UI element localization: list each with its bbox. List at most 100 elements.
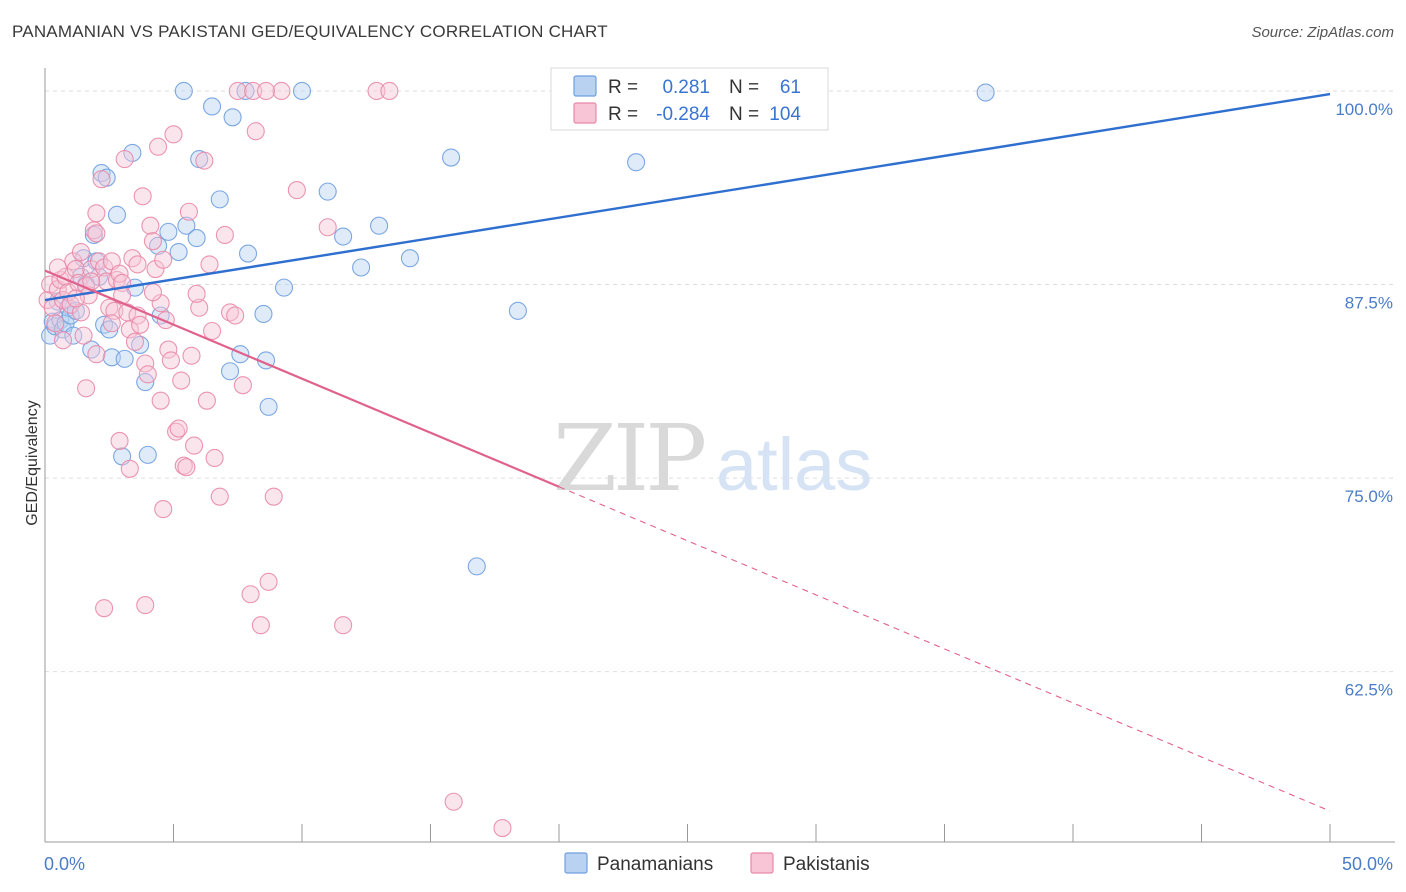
legend-r-label-1: R = <box>608 77 638 98</box>
pakistani-point <box>161 351 180 370</box>
data-points <box>38 81 995 838</box>
legend-r-value-2: -0.284 <box>656 104 710 125</box>
legend-item-panamanians-swatch[interactable] <box>564 852 588 874</box>
panamanian-point <box>131 335 150 354</box>
pakistani-point <box>151 391 170 410</box>
pakistani-point <box>244 81 263 101</box>
panamanian-point <box>203 97 222 116</box>
pakistani-point <box>102 314 121 333</box>
legend-r-label-2: R = <box>608 104 638 125</box>
pakistani-point <box>205 448 224 468</box>
pakistani-point <box>154 250 173 269</box>
pakistani-point <box>136 354 155 373</box>
panamanian-point <box>177 216 196 235</box>
chart-title: PANAMANIAN VS PAKISTANI GED/EQUIVALENCY … <box>12 22 608 41</box>
legend-swatch-panamanians <box>573 75 597 97</box>
pakistani-point <box>367 81 386 101</box>
panamanian-point <box>238 244 258 263</box>
pakistani-point <box>210 487 229 506</box>
panamanian-point <box>223 108 242 127</box>
pakistani-point <box>143 283 162 302</box>
pakistani-point <box>233 376 252 395</box>
pakistani-point <box>228 81 247 101</box>
legend-item-panamanians-label[interactable]: Panamanians <box>597 854 713 875</box>
pakistani-point <box>149 137 168 156</box>
panamanian-point <box>64 326 83 345</box>
pakistani-point <box>318 218 337 237</box>
pakistani-point <box>272 81 291 101</box>
watermark-zip: ZIP <box>553 405 704 512</box>
panamanian-point <box>508 301 527 320</box>
panamanian-point <box>292 81 312 101</box>
pakistani-point <box>46 314 65 333</box>
pakistani-point <box>115 150 134 169</box>
correlation-legend: R = 0.281 N = 61 R = -0.284 N = 104 <box>550 67 829 131</box>
pakistani-point <box>190 298 209 317</box>
pakistani-point <box>159 340 178 359</box>
y-axis-label: GED/Equivalency <box>24 400 41 525</box>
pakistani-point <box>66 259 85 279</box>
legend-n-label-2: N = <box>729 104 759 125</box>
panamanian-point <box>370 216 389 235</box>
pakistani-point <box>259 572 278 591</box>
pakistani-point <box>100 298 119 317</box>
panamanian-point <box>174 81 193 101</box>
trend-lines <box>44 92 1331 812</box>
pakistani-point <box>241 585 260 604</box>
pakistani-point <box>215 225 234 245</box>
pakistani-point <box>220 303 240 322</box>
panamanian-trend-line <box>44 92 1331 302</box>
pakistani-point <box>143 232 162 251</box>
panamanian-point <box>187 229 206 248</box>
panamanian-point <box>274 278 294 297</box>
pakistani-point <box>182 346 201 365</box>
pakistani-point <box>131 315 150 334</box>
pakistani-point <box>66 289 85 308</box>
legend-n-value-1: 61 <box>780 77 801 98</box>
panamanian-point <box>210 190 229 209</box>
pakistani-point <box>110 431 129 450</box>
pakistani-point <box>195 151 214 170</box>
panamanian-point <box>107 205 127 224</box>
pakistani-point <box>125 332 144 351</box>
pakistani-point <box>256 81 276 101</box>
panamanian-point <box>442 148 461 167</box>
pakistani-point <box>87 345 106 364</box>
pakistani-point <box>77 379 96 398</box>
pakistani-point <box>71 303 91 322</box>
legend-r-value-1: 0.281 <box>662 77 710 98</box>
pakistani-point <box>120 459 139 478</box>
pakistani-point <box>156 311 175 330</box>
pakistani-point <box>133 187 152 206</box>
legend-item-pakistanis-label[interactable]: Pakistanis <box>783 854 870 875</box>
panamanian-point <box>259 397 278 416</box>
pakistani-point <box>95 599 114 618</box>
axes <box>44 68 1395 843</box>
series-legend: Panamanians Pakistanis <box>564 852 870 875</box>
pakistani-point <box>138 365 157 384</box>
panamanian-point <box>169 242 188 262</box>
panamanian-point <box>138 445 157 464</box>
panamanian-point <box>467 557 486 576</box>
pakistani-point <box>226 306 245 325</box>
x-tick-label-max: 50.0% <box>1342 854 1393 874</box>
watermark-atlas: atlas <box>716 423 872 506</box>
panamanian-point <box>254 304 273 324</box>
y-tick-label: 87.5% <box>1345 294 1393 313</box>
pakistani-point <box>493 819 512 838</box>
pakistani-point <box>87 224 106 243</box>
pakistani-point <box>71 242 91 262</box>
legend-item-pakistanis-swatch[interactable] <box>750 852 774 874</box>
y-tick-label: 75.0% <box>1345 487 1393 506</box>
pakistani-point <box>185 436 204 455</box>
pakistani-point <box>154 500 173 519</box>
pakistani-point <box>187 284 206 303</box>
panamanian-point <box>159 222 178 241</box>
x-tick-label-min: 0.0% <box>44 854 85 874</box>
pakistani-point <box>380 81 399 101</box>
tick-labels: 100.0% 87.5% 75.0% 62.5% 0.0% 50.0% <box>44 100 1393 874</box>
pakistani-point <box>334 616 353 635</box>
pakistani-point <box>287 181 306 200</box>
pakistani-point <box>128 255 147 274</box>
